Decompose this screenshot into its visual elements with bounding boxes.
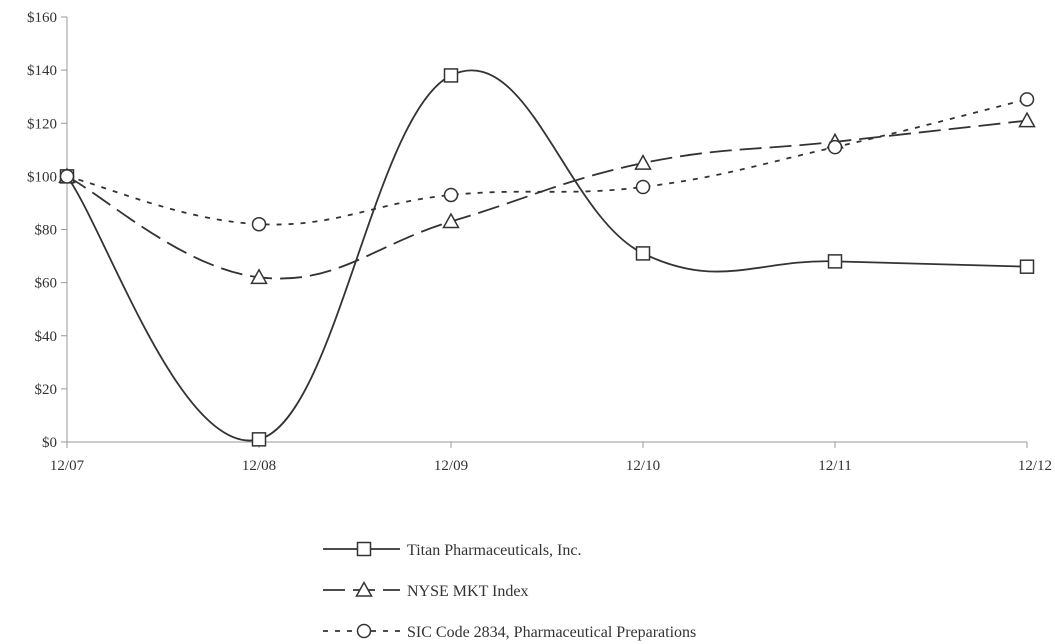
- legend-marker-triangle: [355, 580, 373, 597]
- x-tick-label: 12/11: [818, 458, 852, 474]
- legend-label: NYSE MKT Index: [407, 583, 528, 600]
- data-point-square: [251, 432, 267, 447]
- y-tick-label: $80: [35, 223, 58, 239]
- y-tick-label: $20: [35, 382, 58, 398]
- legend-item: SIC Code 2834, Pharmaceutical Preparatio…: [323, 623, 696, 641]
- x-axis: 12/07 12/08 12/09 12/10 12/11 12/12: [50, 441, 1052, 474]
- data-point-square: [1019, 259, 1035, 274]
- legend-item: Titan Pharmaceuticals, Inc.: [323, 541, 581, 559]
- legend-label: SIC Code 2834, Pharmaceutical Preparatio…: [407, 624, 696, 641]
- data-point-square: [443, 68, 459, 83]
- x-tick-label: 12/10: [626, 458, 660, 474]
- y-tick-label: $160: [27, 10, 57, 26]
- x-tick-label: 12/12: [1018, 458, 1052, 474]
- y-tick-label: $120: [27, 116, 57, 132]
- data-point-triangle: [1018, 111, 1036, 128]
- data-point-triangle: [442, 212, 460, 229]
- data-point-triangle: [250, 268, 268, 285]
- x-tick-label: 12/08: [242, 458, 276, 474]
- data-point-square: [827, 254, 843, 269]
- x-tick-label: 12/07: [50, 458, 85, 474]
- y-tick-label: $100: [27, 169, 57, 185]
- x-tick-label: 12/09: [434, 458, 468, 474]
- data-point-circle: [635, 179, 651, 195]
- y-axis: $0 $20 $40 $60 $80 $100 $120 $140 $160: [27, 10, 68, 451]
- series-line: [66, 119, 1028, 280]
- y-tick-label: $40: [35, 329, 58, 345]
- legend-marker-circle: [356, 623, 372, 639]
- data-point-square: [635, 246, 651, 261]
- legend-marker-square: [356, 541, 372, 557]
- series-line: [66, 98, 1028, 226]
- data-point-circle: [827, 139, 843, 155]
- legend-item: NYSE MKT Index: [323, 580, 528, 600]
- y-tick-label: $140: [27, 63, 57, 79]
- data-point-triangle: [634, 154, 652, 170]
- data-point-circle: [1019, 92, 1035, 107]
- data-point-circle: [59, 169, 75, 184]
- series-layer: [58, 68, 1036, 447]
- legend-label: Titan Pharmaceuticals, Inc.: [407, 542, 581, 559]
- series-circle: [59, 92, 1035, 232]
- series-triangle: [58, 111, 1036, 285]
- legend: Titan Pharmaceuticals, Inc. NYSE MKT Inde…: [323, 541, 696, 641]
- data-point-circle: [443, 187, 459, 203]
- series-square: [59, 68, 1035, 447]
- series-line: [66, 69, 1028, 442]
- data-point-circle: [251, 216, 267, 232]
- y-tick-label: $60: [35, 276, 58, 292]
- y-tick-label: $0: [42, 435, 57, 451]
